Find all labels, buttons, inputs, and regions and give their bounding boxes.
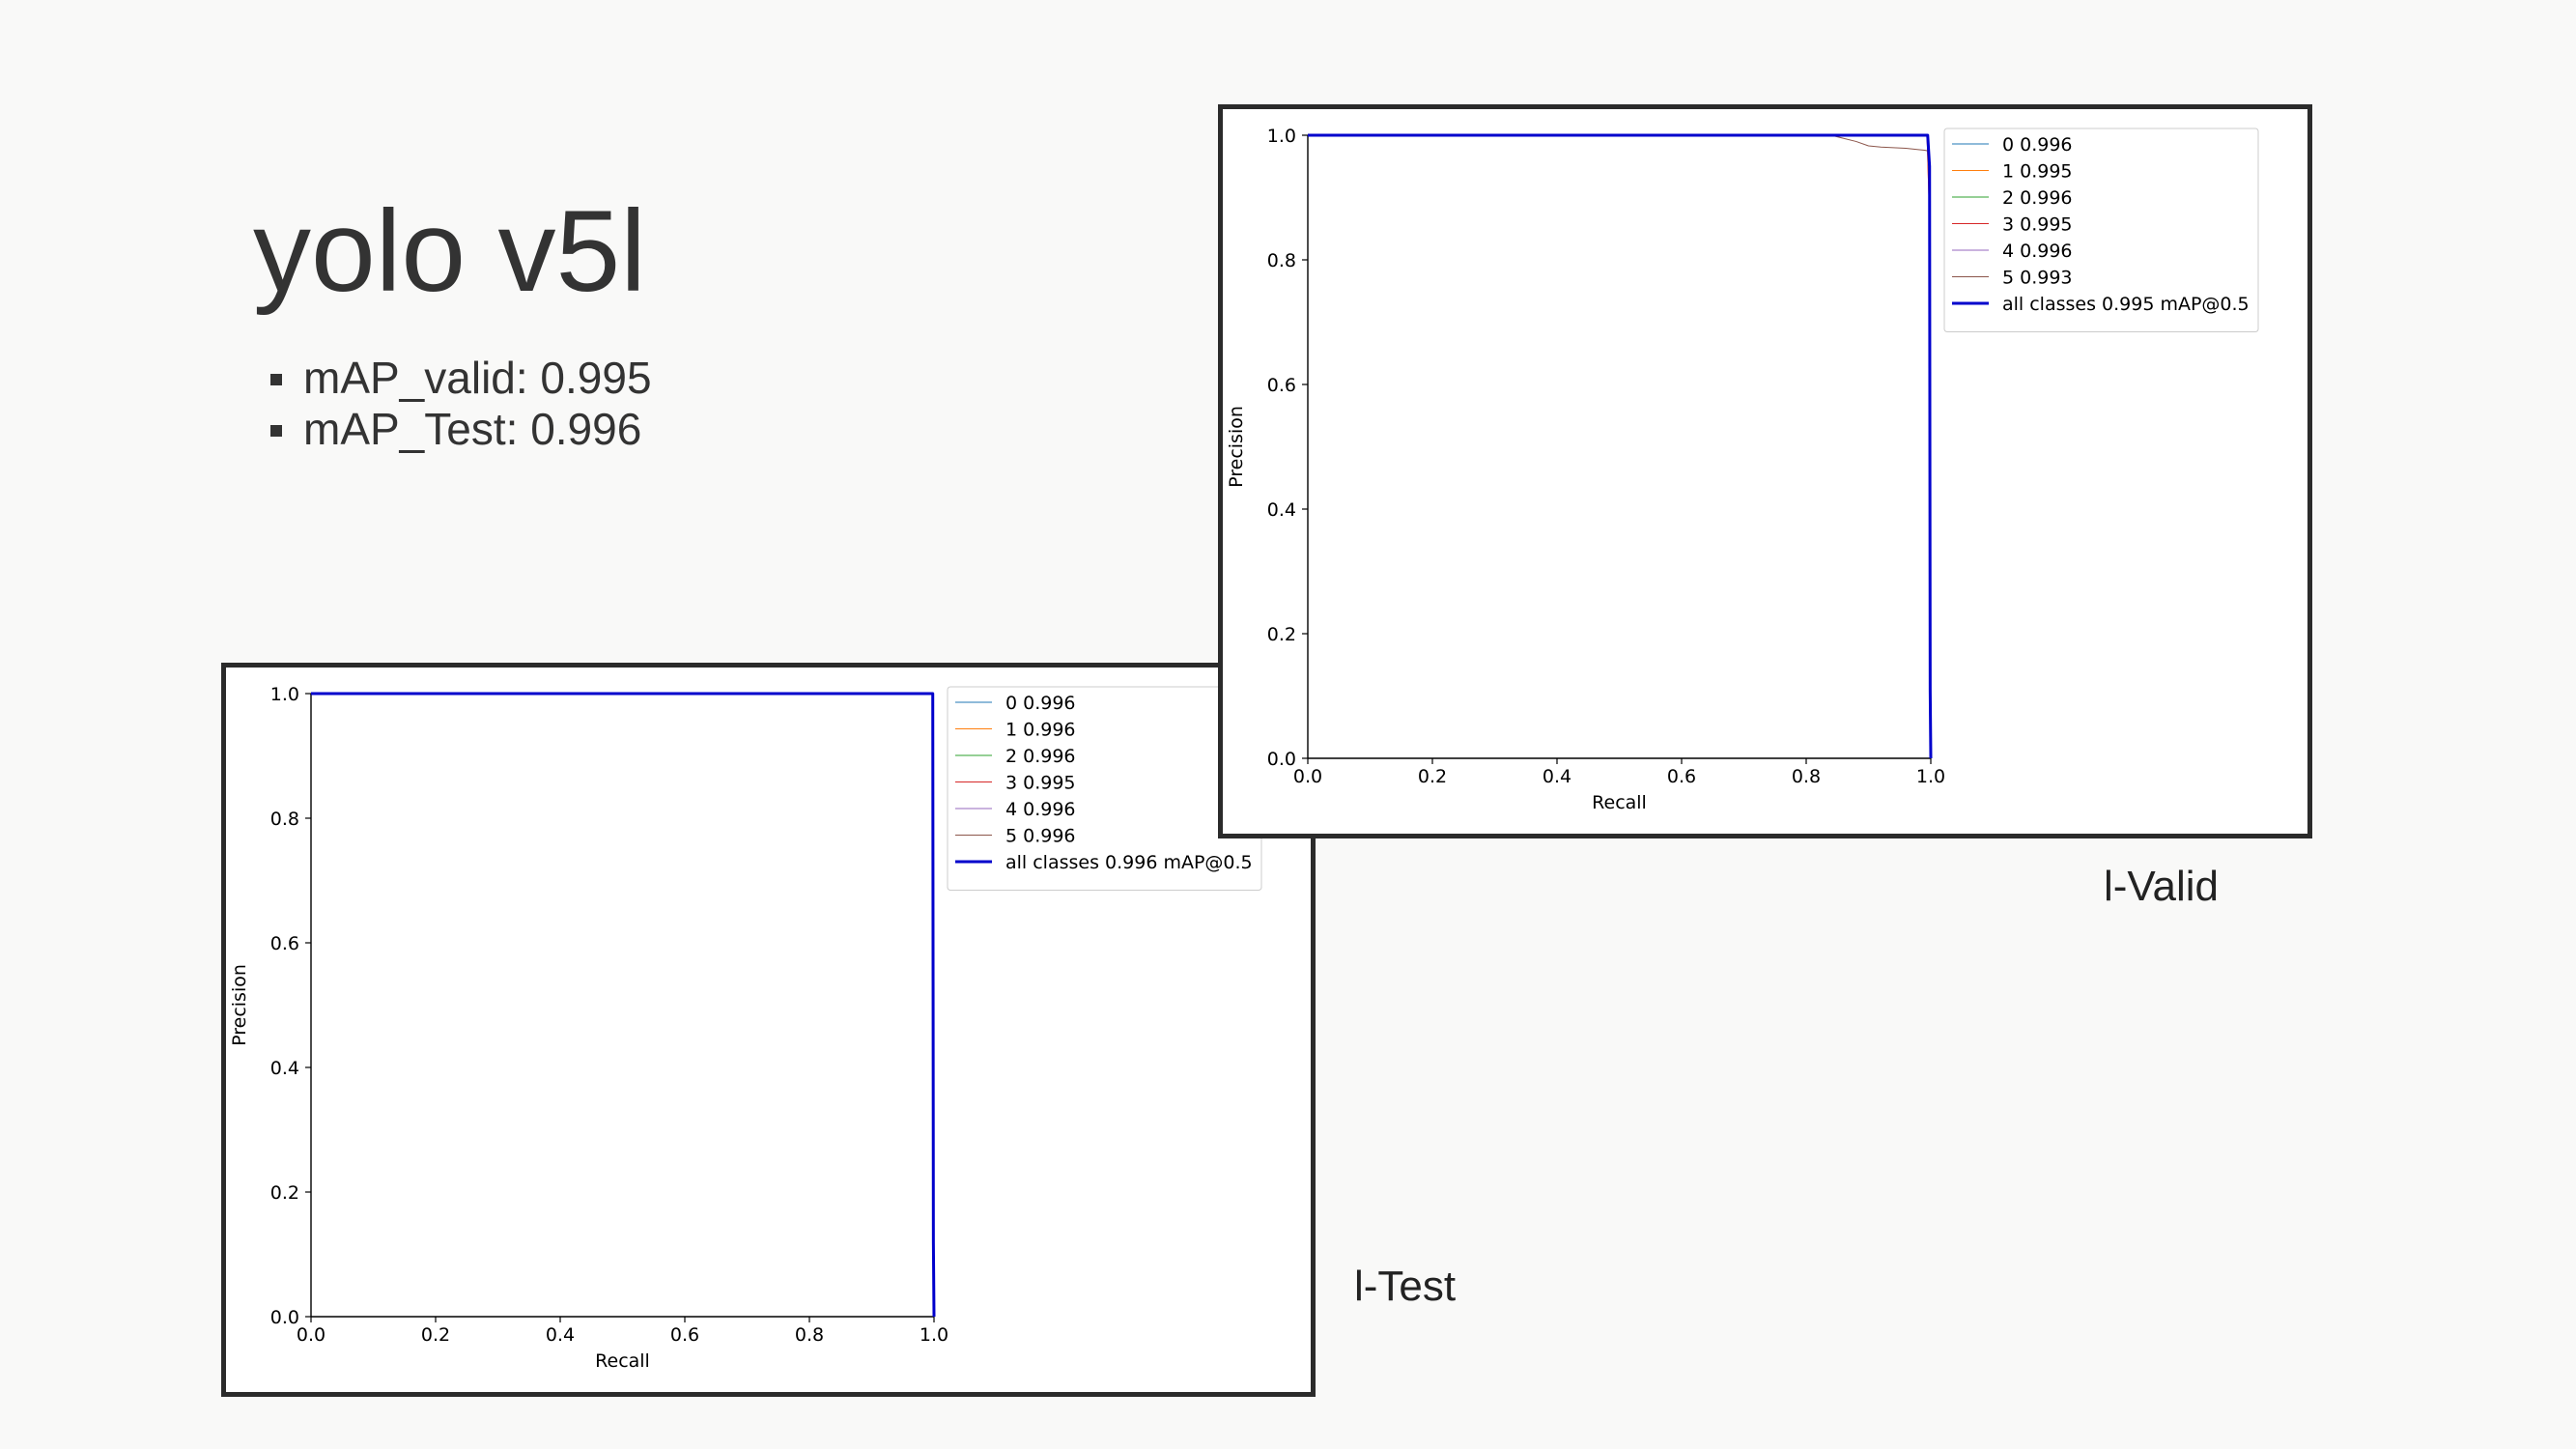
legend-label: 4 0.996	[1005, 799, 1076, 820]
x-tick-label: 0.4	[546, 1324, 575, 1346]
x-tick-label: 1.0	[1916, 766, 1945, 787]
bullet-text: mAP_valid: 0.995	[303, 353, 652, 403]
legend-label: 2 0.996	[2002, 187, 2073, 209]
series-line	[1308, 134, 1932, 759]
series-line	[1308, 134, 1932, 759]
test-pr-chart-svg: 0.0 0.2 0.4 0.6 0.8 1.0 0.0 0.2 0.4 0.6 0.8 1.0 Reca…	[229, 684, 1262, 1372]
legend-label: 0 0.996	[2002, 134, 2073, 156]
series-line	[1308, 134, 1932, 759]
series-line	[311, 693, 935, 1318]
y-tick-label: 0.2	[1267, 624, 1296, 645]
test-pr-chart: 0.0 0.2 0.4 0.6 0.8 1.0 0.0 0.2 0.4 0.6 0.8 1.0 Reca…	[221, 663, 1316, 1397]
bullet-square-icon	[270, 374, 282, 385]
x-tick-label: 0.0	[297, 1324, 326, 1346]
legend-label: 4 0.996	[2002, 241, 2073, 262]
bullet-map-test: mAP_Test: 0.996	[269, 404, 652, 455]
series-line	[311, 693, 935, 1318]
y-tick-label: 0.6	[270, 933, 299, 954]
y-tick-label: 0.6	[1267, 375, 1296, 396]
x-axis-label: Recall	[1592, 792, 1647, 813]
legend-label: all classes 0.995 mAP@0.5	[2002, 294, 2250, 315]
series-line	[1308, 133, 1933, 759]
legend-label: all classes 0.996 mAP@0.5	[1005, 852, 1253, 873]
series-line	[1308, 134, 1932, 759]
series-line	[1308, 134, 1932, 759]
legend-box	[1943, 128, 2259, 332]
bullet-square-icon	[270, 425, 282, 437]
legend-label: 1 0.995	[2002, 161, 2073, 183]
x-tick-label: 0.0	[1293, 766, 1322, 787]
legend-label: 5 0.996	[1005, 826, 1076, 847]
series-line	[311, 693, 935, 1318]
x-tick-label: 1.0	[920, 1324, 948, 1346]
bullet-text: mAP_Test: 0.996	[303, 404, 642, 454]
x-tick-label: 0.8	[795, 1324, 824, 1346]
caption-test: l-Test	[1354, 1263, 1457, 1310]
series-line	[311, 693, 935, 1318]
slide-title: yolo v5l	[253, 186, 646, 316]
legend-label: 0 0.996	[1005, 693, 1076, 714]
legend-label: 5 0.993	[2002, 268, 2073, 289]
y-tick-label: 0.8	[1267, 250, 1296, 271]
x-tick-label: 0.4	[1543, 766, 1571, 787]
legend-label: 2 0.996	[1005, 746, 1076, 767]
x-tick-label: 0.2	[421, 1324, 450, 1346]
series-line	[311, 693, 935, 1318]
x-tick-label: 0.8	[1792, 766, 1821, 787]
legend-label: 1 0.996	[1005, 720, 1076, 741]
y-tick-label: 0.2	[270, 1182, 299, 1204]
bullet-map-valid: mAP_valid: 0.995	[269, 353, 652, 404]
y-axis-label: Precision	[229, 964, 250, 1046]
y-tick-label: 1.0	[270, 684, 299, 705]
valid-pr-chart-svg: 0.0 0.2 0.4 0.6 0.8 1.0 0.0 0.2 0.4 0.6 0.8 1.0 Reca…	[1226, 126, 2259, 813]
series-line	[311, 692, 936, 1318]
y-axis-label: Precision	[1226, 406, 1247, 488]
valid-pr-chart: 0.0 0.2 0.4 0.6 0.8 1.0 0.0 0.2 0.4 0.6 0.8 1.0 Reca…	[1218, 104, 2312, 838]
y-tick-label: 1.0	[1267, 126, 1296, 147]
y-tick-label: 0.8	[270, 809, 299, 830]
x-tick-label: 0.6	[670, 1324, 699, 1346]
x-axis-label: Recall	[595, 1350, 650, 1372]
y-tick-label: 0.4	[270, 1058, 299, 1079]
y-tick-label: 0.4	[1267, 499, 1296, 521]
y-tick-label: 0.0	[1267, 749, 1296, 770]
x-tick-label: 0.6	[1667, 766, 1696, 787]
caption-valid: l-Valid	[2104, 863, 2220, 910]
legend-label: 3 0.995	[2002, 214, 2073, 236]
y-tick-label: 0.0	[270, 1307, 299, 1328]
legend-label: 3 0.995	[1005, 773, 1076, 794]
series-line	[1308, 134, 1932, 759]
x-tick-label: 0.2	[1418, 766, 1447, 787]
metrics-list: mAP_valid: 0.995 mAP_Test: 0.996	[269, 353, 652, 455]
series-line	[311, 693, 935, 1318]
